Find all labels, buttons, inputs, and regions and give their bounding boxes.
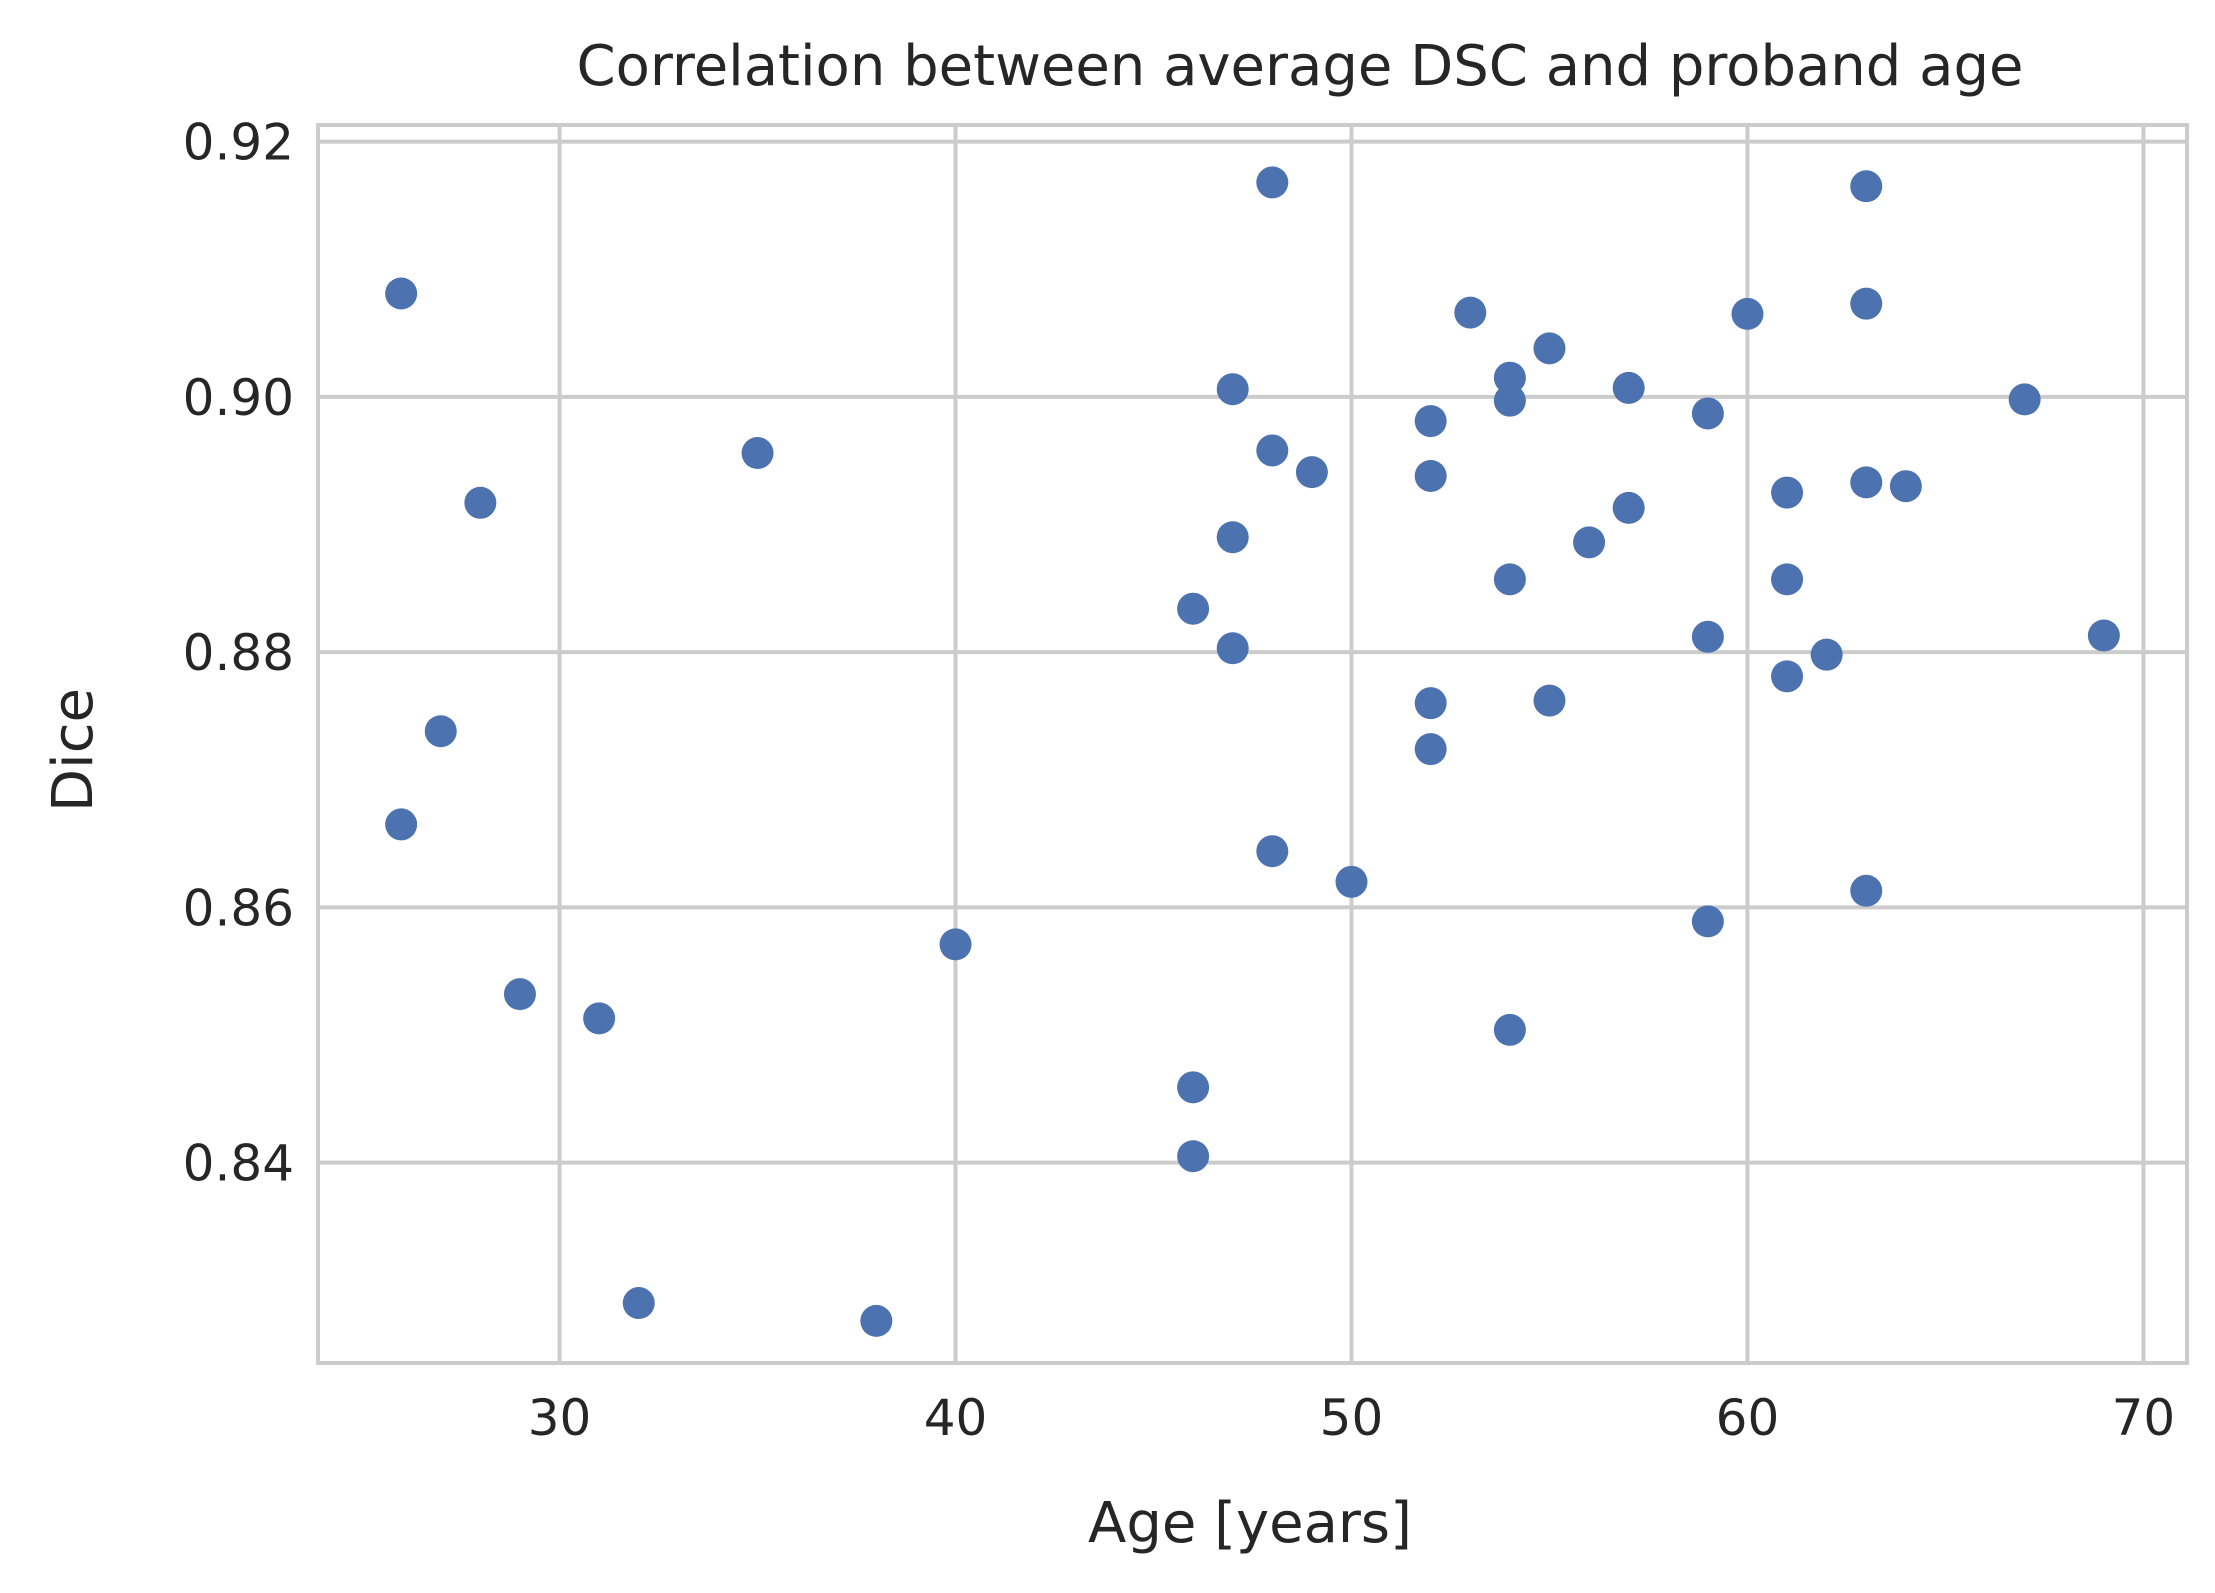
data-points bbox=[385, 166, 2120, 1337]
data-point-38 bbox=[1691, 905, 1724, 938]
data-point-5 bbox=[503, 978, 536, 1011]
data-point-6 bbox=[583, 1002, 616, 1035]
data-point-11 bbox=[1177, 592, 1210, 625]
data-point-14 bbox=[1216, 373, 1249, 406]
data-point-9 bbox=[860, 1304, 893, 1337]
data-point-47 bbox=[1850, 874, 1883, 907]
grid-lines bbox=[318, 125, 2187, 1363]
data-point-17 bbox=[1256, 166, 1289, 199]
data-point-19 bbox=[1256, 835, 1289, 868]
data-point-10 bbox=[939, 928, 972, 961]
y-tick-label-0.90: 0.90 bbox=[183, 369, 294, 427]
x-tick-label-60: 60 bbox=[1716, 1389, 1780, 1447]
data-point-20 bbox=[1295, 456, 1328, 489]
data-point-32 bbox=[1533, 684, 1566, 717]
data-point-27 bbox=[1493, 361, 1526, 394]
data-point-48 bbox=[1889, 470, 1922, 503]
data-point-41 bbox=[1771, 563, 1804, 596]
data-point-31 bbox=[1533, 332, 1566, 365]
y-tick-label-0.84: 0.84 bbox=[183, 1135, 294, 1193]
y-axis-label: Dice bbox=[41, 688, 106, 812]
y-tick-label-0.88: 0.88 bbox=[183, 624, 294, 682]
data-point-18 bbox=[1256, 434, 1289, 467]
data-point-30 bbox=[1493, 1013, 1526, 1046]
data-point-21 bbox=[1335, 865, 1368, 898]
data-point-49 bbox=[2008, 383, 2041, 416]
y-tick-labels: 0.84 0.86 0.88 0.90 0.92 bbox=[183, 114, 294, 1193]
data-point-40 bbox=[1771, 476, 1804, 509]
data-point-23 bbox=[1414, 459, 1447, 492]
data-point-16 bbox=[1216, 632, 1249, 665]
data-point-25 bbox=[1414, 733, 1447, 766]
x-tick-labels: 30 40 50 60 70 bbox=[528, 1389, 2176, 1447]
y-tick-label-0.86: 0.86 bbox=[183, 879, 294, 937]
data-point-15 bbox=[1216, 521, 1249, 554]
data-point-26 bbox=[1454, 296, 1487, 329]
x-tick-label-30: 30 bbox=[528, 1389, 592, 1447]
data-point-4 bbox=[464, 486, 497, 519]
data-point-45 bbox=[1850, 287, 1883, 320]
data-point-36 bbox=[1691, 397, 1724, 430]
y-tick-label-0.92: 0.92 bbox=[183, 114, 294, 172]
x-tick-label-70: 70 bbox=[2112, 1389, 2176, 1447]
data-point-33 bbox=[1573, 526, 1606, 559]
data-point-3 bbox=[424, 715, 457, 748]
data-point-35 bbox=[1612, 491, 1645, 524]
data-point-43 bbox=[1810, 638, 1843, 671]
data-point-8 bbox=[741, 437, 774, 470]
data-point-37 bbox=[1691, 620, 1724, 653]
data-point-13 bbox=[1177, 1140, 1210, 1173]
data-point-28 bbox=[1493, 384, 1526, 417]
data-point-22 bbox=[1414, 405, 1447, 438]
data-point-7 bbox=[622, 1287, 655, 1320]
data-point-2 bbox=[385, 808, 418, 841]
data-point-12 bbox=[1177, 1071, 1210, 1104]
data-point-24 bbox=[1414, 687, 1447, 720]
data-point-29 bbox=[1493, 563, 1526, 596]
chart-title: Correlation between average DSC and prob… bbox=[577, 34, 2024, 99]
data-point-42 bbox=[1771, 660, 1804, 693]
plot-frame bbox=[316, 123, 2189, 1365]
data-point-1 bbox=[385, 277, 418, 310]
data-point-50 bbox=[2087, 619, 2120, 652]
data-point-39 bbox=[1731, 297, 1764, 330]
data-point-34 bbox=[1612, 371, 1645, 404]
data-point-44 bbox=[1850, 170, 1883, 203]
x-tick-label-40: 40 bbox=[924, 1389, 988, 1447]
x-axis-label: Age [years] bbox=[1088, 1491, 1412, 1556]
x-tick-label-50: 50 bbox=[1320, 1389, 1384, 1447]
data-point-46 bbox=[1850, 466, 1883, 499]
